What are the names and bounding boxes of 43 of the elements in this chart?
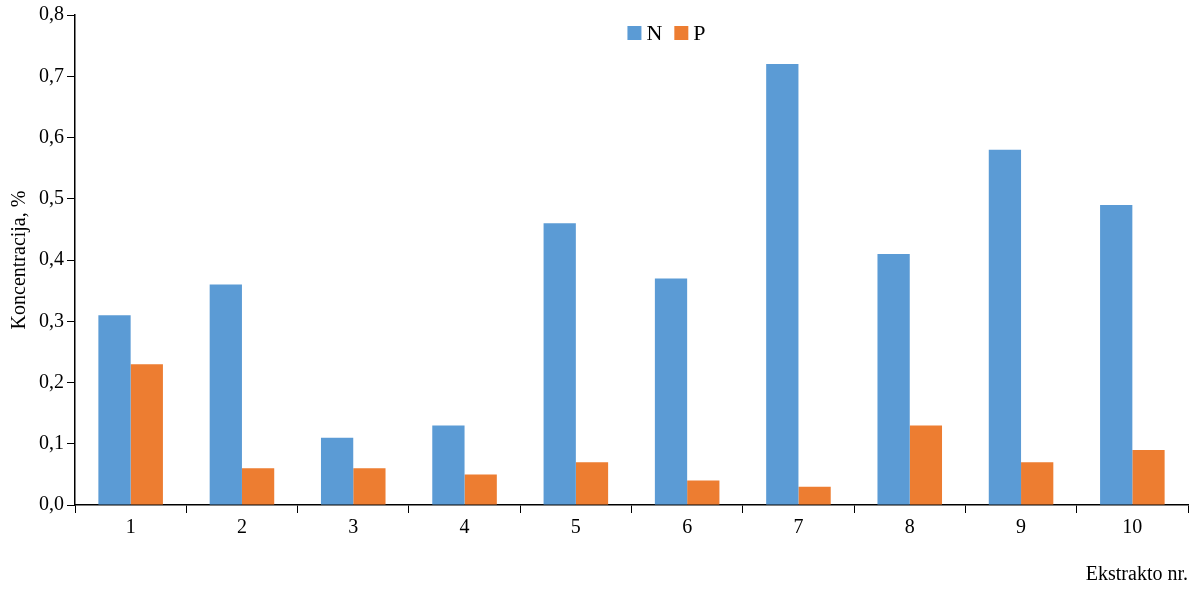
bar xyxy=(1132,449,1165,505)
bar xyxy=(209,284,242,505)
y-tick-label: 0,8 xyxy=(39,2,64,25)
bar xyxy=(98,315,131,505)
bar xyxy=(432,425,465,505)
x-tick-label: 8 xyxy=(904,515,915,538)
x-tick-label: 4 xyxy=(459,515,470,538)
bar xyxy=(130,364,163,505)
x-tick-label: 6 xyxy=(682,515,693,538)
bar xyxy=(464,474,497,505)
x-tick-label: 10 xyxy=(1122,515,1143,538)
bar xyxy=(575,462,609,505)
y-axis-title: Koncentracija, % xyxy=(7,190,31,330)
bar xyxy=(1021,462,1054,505)
y-tick-label: 0,3 xyxy=(39,308,64,331)
bar xyxy=(543,223,576,505)
x-tick-label: 2 xyxy=(236,515,247,538)
x-tick-label: 9 xyxy=(1016,515,1027,538)
legend-label: N xyxy=(646,19,663,45)
bar xyxy=(766,64,799,505)
x-tick-label: 5 xyxy=(570,515,581,538)
y-tick-label: 0,1 xyxy=(39,431,64,453)
x-tick-label: 1 xyxy=(125,515,136,538)
bar xyxy=(988,149,1022,505)
x-tick-label: 7 xyxy=(793,515,804,538)
y-tick-label: 0,2 xyxy=(39,369,64,392)
x-axis-title: Ekstrakto nr. xyxy=(1085,562,1188,585)
x-tick-label: 3 xyxy=(348,515,359,538)
bar xyxy=(909,425,943,505)
y-tick-label: 0,6 xyxy=(39,124,64,147)
bar xyxy=(1100,204,1133,505)
bar xyxy=(798,486,831,505)
bar xyxy=(320,437,354,505)
bar xyxy=(877,253,910,505)
y-tick-label: 0,4 xyxy=(39,247,64,270)
bar xyxy=(654,278,688,505)
bar xyxy=(353,468,386,505)
y-tick-label: 0,0 xyxy=(39,492,64,515)
y-tick-label: 0,5 xyxy=(39,186,64,208)
bar xyxy=(687,480,720,505)
y-tick-label: 0,7 xyxy=(39,63,64,86)
legend-label: P xyxy=(693,19,706,45)
bar xyxy=(241,468,275,505)
